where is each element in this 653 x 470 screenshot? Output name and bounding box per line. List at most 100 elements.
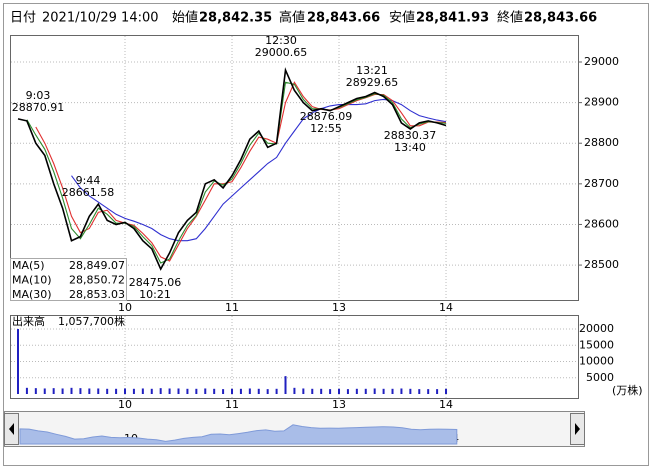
volume-bar xyxy=(115,388,118,394)
y-tick-label: 28800 xyxy=(584,136,619,149)
volume-bar xyxy=(70,387,73,394)
ohlc-name: 始値 xyxy=(172,10,198,26)
volume-bar xyxy=(79,388,82,394)
volume-bar xyxy=(177,388,180,394)
y-tick-label: 29000 xyxy=(584,55,619,68)
volume-bar xyxy=(150,388,153,394)
y-tick-label: 28900 xyxy=(584,96,619,109)
ohlc-name: 終値 xyxy=(497,10,523,26)
volume-bar xyxy=(275,388,278,394)
volume-bar xyxy=(409,388,412,394)
volume-bar xyxy=(141,388,144,394)
annotation-price: 28929.65 xyxy=(346,76,399,89)
y-tick-label: 5000 xyxy=(586,371,614,384)
volume-bar xyxy=(445,388,448,394)
volume-bar xyxy=(418,389,421,394)
volume-bar xyxy=(186,388,189,394)
annotation-price: 28830.37 xyxy=(384,129,437,142)
x-tick-label: 13 xyxy=(332,301,346,314)
y-tick-label: 28500 xyxy=(584,258,619,271)
navigator-area xyxy=(19,424,458,445)
volume-bar xyxy=(284,376,287,394)
volume-bar xyxy=(88,388,91,394)
price-plot xyxy=(10,35,579,301)
y-tick-label: 28700 xyxy=(584,177,619,190)
x-tick-label: 14 xyxy=(439,301,453,314)
legend-name: MA(10) xyxy=(12,274,52,287)
annotation-time: 10:21 xyxy=(139,288,171,301)
ma-line xyxy=(71,98,447,242)
ohlc-value: 28,842.35 xyxy=(199,11,272,26)
volume-bar xyxy=(329,389,332,394)
x-tick-label: 13 xyxy=(332,398,346,411)
annotation-time: 12:55 xyxy=(310,122,342,135)
annotation-time: 12:30 xyxy=(265,34,297,47)
volume-bar xyxy=(302,388,305,394)
y-tick-label: 20000 xyxy=(579,322,614,335)
x-tick-label: 10 xyxy=(118,398,132,411)
arrow xyxy=(575,423,580,435)
legend-name: MA(5) xyxy=(12,259,45,272)
arrow xyxy=(9,423,14,435)
volume-title: 出来高 xyxy=(12,314,45,328)
y-tick-label: 28600 xyxy=(584,217,619,230)
ohlc-value: 28,843.66 xyxy=(524,11,597,26)
x-tick-label: 11 xyxy=(225,301,239,314)
annotation-time: 9:44 xyxy=(76,174,101,187)
volume-bar xyxy=(34,388,37,394)
volume-bar xyxy=(382,388,385,394)
annotation-price: 28661.58 xyxy=(62,186,115,199)
y-tick-label: 15000 xyxy=(579,338,614,351)
volume-unit: (万株) xyxy=(612,383,643,397)
volume-plot xyxy=(10,315,579,399)
volume-bar xyxy=(400,388,403,394)
volume-bar xyxy=(231,388,234,394)
volume-bar xyxy=(257,388,260,394)
price-line xyxy=(17,67,447,271)
volume-bar xyxy=(293,387,296,394)
volume-bar xyxy=(97,388,100,394)
annotation-price: 29000.65 xyxy=(255,46,308,59)
volume-bar xyxy=(124,388,127,394)
legend-box xyxy=(10,258,127,301)
volume-bar xyxy=(195,388,198,394)
ohlc-value: 28,843.66 xyxy=(307,11,380,26)
volume-bar xyxy=(159,388,162,394)
legend-name: MA(30) xyxy=(12,288,52,301)
volume-bar xyxy=(52,388,55,394)
ohlc-name: 高値 xyxy=(279,10,305,26)
volume-bar xyxy=(338,388,341,394)
volume-bar xyxy=(436,389,439,394)
annotation-price: 28876.09 xyxy=(300,110,353,123)
volume-bar xyxy=(43,388,46,394)
frame xyxy=(3,3,649,466)
x-tick-label: 14 xyxy=(439,398,453,411)
x-tick-label: 11 xyxy=(225,398,239,411)
annotation-price: 28870.91 xyxy=(12,101,65,114)
volume-bar xyxy=(204,388,207,394)
volume-bar xyxy=(320,388,323,394)
content: 日付 2021/10/29 14:00 始値 28,842.35 高値 28,843.66… xyxy=(10,10,643,445)
volume-bar xyxy=(364,388,367,394)
ohlc-value: 28,841.93 xyxy=(416,11,489,26)
ohlc-name: 安値 xyxy=(389,10,415,26)
annotation-price: 28475.06 xyxy=(129,276,182,289)
volume-bar xyxy=(213,388,216,394)
volume-bar xyxy=(346,389,349,394)
volume-bar xyxy=(311,388,314,394)
volume-bar xyxy=(106,388,109,394)
volume-bar xyxy=(168,388,171,394)
volume-bar xyxy=(266,389,269,394)
volume-bar xyxy=(25,387,28,394)
volume-total: 1,057,700株 xyxy=(58,314,125,328)
legend-value: 28,853.03 xyxy=(69,288,125,301)
annotation-time: 13:40 xyxy=(394,141,426,154)
volume-bar xyxy=(17,329,19,394)
legend-value: 28,850.72 xyxy=(69,274,125,287)
volume-bar xyxy=(61,388,64,394)
x-tick-label: 10 xyxy=(118,301,132,314)
volume-bar xyxy=(132,388,135,394)
volume-bar xyxy=(391,388,394,394)
y-tick-label: 10000 xyxy=(579,355,614,368)
